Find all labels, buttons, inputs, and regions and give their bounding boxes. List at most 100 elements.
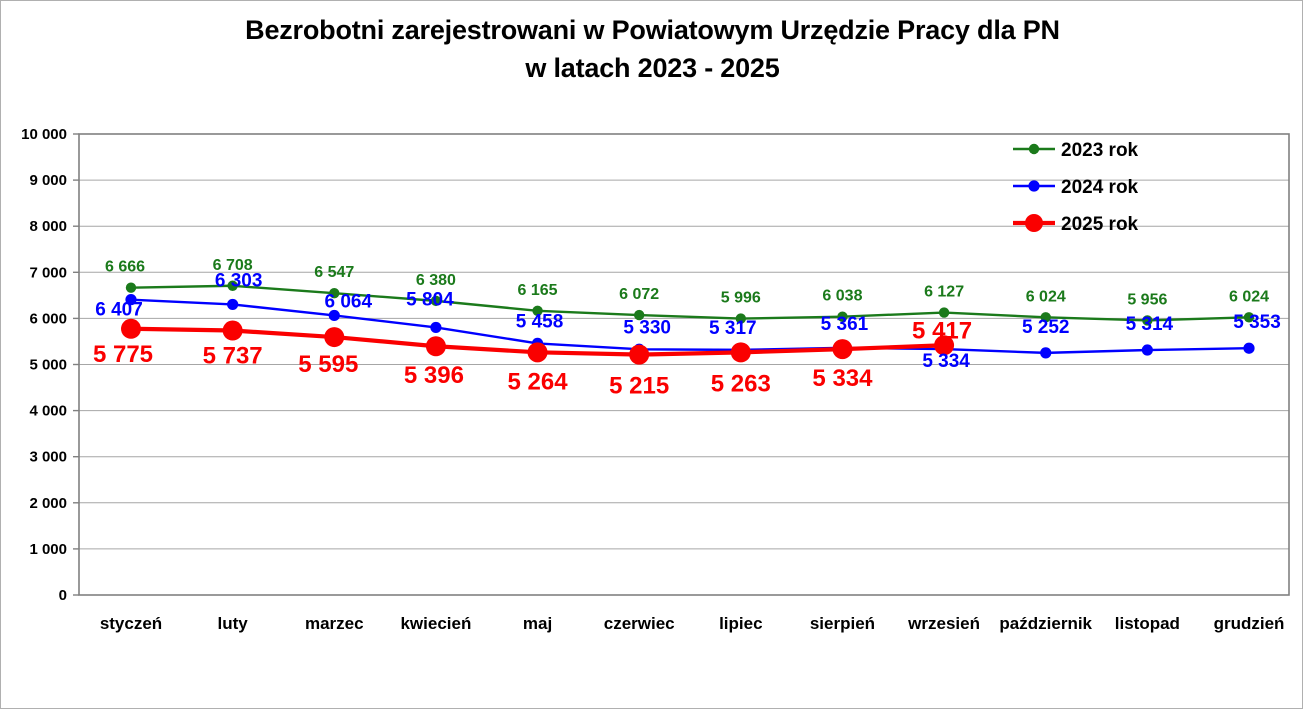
series-marker [832,339,853,360]
data-point-label: 5 215 [609,373,669,400]
data-point-label: 6 064 [324,291,372,312]
x-axis-tick-label: kwiecień [400,614,471,633]
legend-marker [1028,143,1040,155]
y-axis-tick-labels: 0 1 000 2 000 3 000 4 000 5 000 6 000 7 000 8 00… [21,126,67,604]
data-point-label: 5 252 [1022,317,1070,338]
y-axis-tick-label: 3 000 [29,449,67,466]
legend-label[interactable]: 2025 rok [1061,214,1139,235]
series-marker [1142,315,1153,326]
series-marker [938,307,950,318]
y-axis-tick-label: 0 [59,587,67,604]
series-marker [425,336,446,357]
data-point-label: 5 317 [709,318,757,339]
data-point-label: 5 353 [1233,312,1281,333]
series-marker [329,287,340,299]
x-axis-tick-label: październik [999,614,1092,633]
plot-frame [73,133,1290,596]
y-axis-tick-label: 5 000 [29,357,67,374]
data-point-label: 5 458 [516,311,564,332]
x-axis-tick-label: grudzień [1214,614,1285,633]
data-point-label: 5 396 [404,362,464,389]
legend-label[interactable]: 2023 rok [1061,140,1139,161]
series-marker [430,321,442,334]
series-marker [527,342,548,363]
x-axis-tick-labels: styczeń luty marzec kwiecień maj czerwiec lipi… [100,614,1285,633]
series-marker [328,309,340,322]
data-series [121,280,1255,365]
data-point-label: 5 314 [1126,314,1174,335]
data-point-label: 6 127 [924,284,964,301]
y-axis-tick-label: 1 000 [29,541,67,558]
series-marker [633,309,645,321]
data-point-label: 6 024 [1229,288,1269,305]
x-axis-tick-label: wrzesień [907,614,980,633]
series-marker [227,298,239,311]
data-point-label: 6 666 [105,259,145,276]
data-point-label: 5 417 [912,317,972,344]
series-marker [1141,344,1153,356]
y-axis-tick-label: 9 000 [29,172,67,189]
data-point-label: 6 547 [314,264,354,281]
x-axis-tick-label: czerwiec [604,614,675,633]
data-point-label: 5 737 [203,343,263,370]
data-point-label: 6 708 [213,257,253,274]
series-marker [629,344,650,365]
y-axis-tick-label: 2 000 [29,495,67,512]
data-point-label: 6 380 [416,272,456,289]
data-point-label: 5 996 [721,290,761,307]
series-marker [121,318,141,339]
series-marker [125,294,137,306]
series-marker [227,280,238,291]
x-axis-tick-label: marzec [305,614,364,633]
series-marker [430,295,442,307]
data-point-label: 5 361 [821,314,869,335]
x-axis-tick-label: lipiec [719,614,762,633]
legend-marker [1028,180,1040,192]
series-marker [1243,312,1255,323]
series-marker [324,327,345,348]
legend-marker [1025,214,1043,232]
x-axis-tick-label: styczeń [100,614,162,633]
x-axis-tick-label: listopad [1115,614,1180,633]
series-line [129,284,1251,322]
y-axis-tick-label: 7 000 [29,264,67,281]
data-point-label: 5 334 [922,351,970,372]
series-marker [735,313,747,324]
x-axis-tick-label: luty [218,614,249,633]
data-point-label: 5 956 [1127,291,1167,308]
data-point-label: 6 303 [215,270,263,291]
y-axis-tick-label: 4 000 [29,403,67,420]
series-marker [222,320,243,341]
series-marker [1243,342,1255,354]
series-marker [125,282,137,293]
series-marker [1040,347,1052,359]
y-axis-tick-label: 8 000 [29,218,67,235]
y-axis-tick-label: 6 000 [29,310,67,327]
x-axis-tick-label: maj [523,614,552,633]
chart-title: Bezrobotni zarejestrowani w Powiatowym U… [245,15,1060,84]
data-point-label: 6 024 [1026,288,1066,305]
data-point-label: 5 264 [508,368,569,395]
series-marker [1040,312,1051,323]
chart-legend[interactable]: 2023 rok 2024 rok 2025 rok [1013,140,1139,235]
x-axis-tick-label: sierpień [810,614,875,633]
series-marker [532,305,543,316]
y-axis-tick-label: 10 000 [21,126,67,143]
data-point-label: 5 263 [711,370,771,397]
series-marker [837,311,848,322]
series-line [129,298,1251,355]
data-point-label: 6 165 [518,282,558,299]
data-point-label: 5 334 [812,365,873,392]
data-point-labels: 6 666 6 708 6 547 6 380 6 165 6 072 5 996 6 038… [93,257,1281,400]
data-point-label: 6 072 [619,286,659,303]
data-point-label: 6 407 [95,300,143,321]
series-marker [934,335,955,356]
series-marker [730,342,751,363]
data-point-label: 5 775 [93,341,153,368]
data-point-label: 6 038 [822,288,862,305]
data-point-label: 5 804 [406,289,454,310]
data-point-label: 5 330 [623,317,671,338]
legend-label[interactable]: 2024 rok [1061,177,1139,198]
